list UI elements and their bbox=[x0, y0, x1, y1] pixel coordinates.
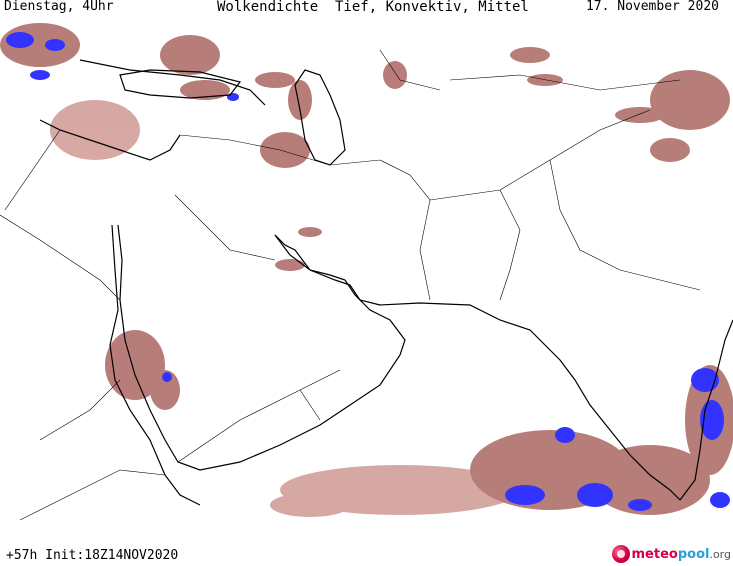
forecast-time-label: Dienstag, 4Uhr bbox=[4, 0, 114, 14]
header-bar: Dienstag, 4Uhr Wolkendichte Tief, Konvek… bbox=[0, 0, 733, 18]
forecast-date-label: 17. November 2020 bbox=[585, 0, 719, 14]
coastlines bbox=[39, 59, 733, 506]
map-title: Wolkendichte Tief, Konvektiv, Mittel bbox=[217, 0, 529, 15]
logo-text-org: .org bbox=[709, 547, 731, 561]
model-run-info: +57h Init:18Z14NOV2020 bbox=[6, 548, 179, 563]
cloud-density-map bbox=[0, 23, 733, 521]
logo-text-meteo: meteo bbox=[631, 546, 678, 562]
cloud-patches bbox=[0, 23, 733, 517]
meteopool-logo[interactable]: meteo pool .org bbox=[611, 543, 731, 565]
logo-text-pool: pool bbox=[677, 546, 710, 562]
meteopool-logo-icon bbox=[611, 545, 630, 563]
footer-bar: +57h Init:18Z14NOV2020 meteo pool .org bbox=[0, 541, 733, 566]
dense-cloud-patches bbox=[6, 32, 730, 511]
country-borders bbox=[0, 49, 701, 521]
